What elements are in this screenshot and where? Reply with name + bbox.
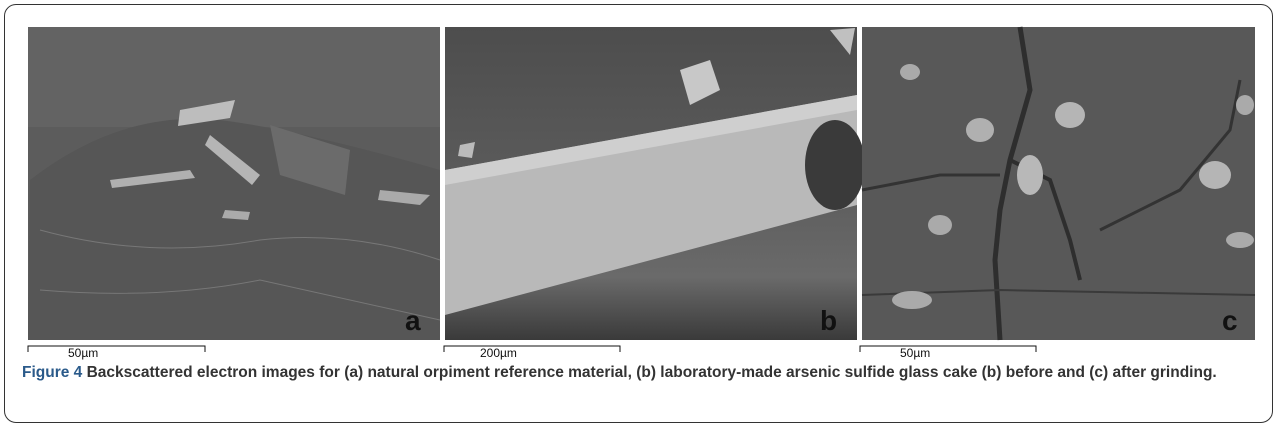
- scale-label: 200µm: [480, 346, 517, 360]
- caption: Figure 4 Backscattered electron images f…: [22, 362, 1262, 384]
- caption-text: Backscattered electron images for (a) na…: [87, 364, 1217, 381]
- scale-label: 50µm: [900, 346, 930, 360]
- panel-label: a: [405, 305, 421, 336]
- panel-label: b: [820, 305, 837, 336]
- figure-page: a b c 50µm 200µm 50µm Figure 4 Backsc: [0, 0, 1279, 429]
- panel-a-image: [28, 27, 440, 340]
- panel-b-image: [445, 27, 865, 340]
- panel-c-image: [862, 27, 1255, 340]
- panel-label: c: [1222, 305, 1238, 336]
- figure-images: a b c 50µm 200µm 50µm: [0, 0, 1279, 360]
- scale-bars: [28, 346, 1036, 352]
- figure-label: Figure 4: [22, 364, 82, 381]
- scale-label: 50µm: [68, 346, 98, 360]
